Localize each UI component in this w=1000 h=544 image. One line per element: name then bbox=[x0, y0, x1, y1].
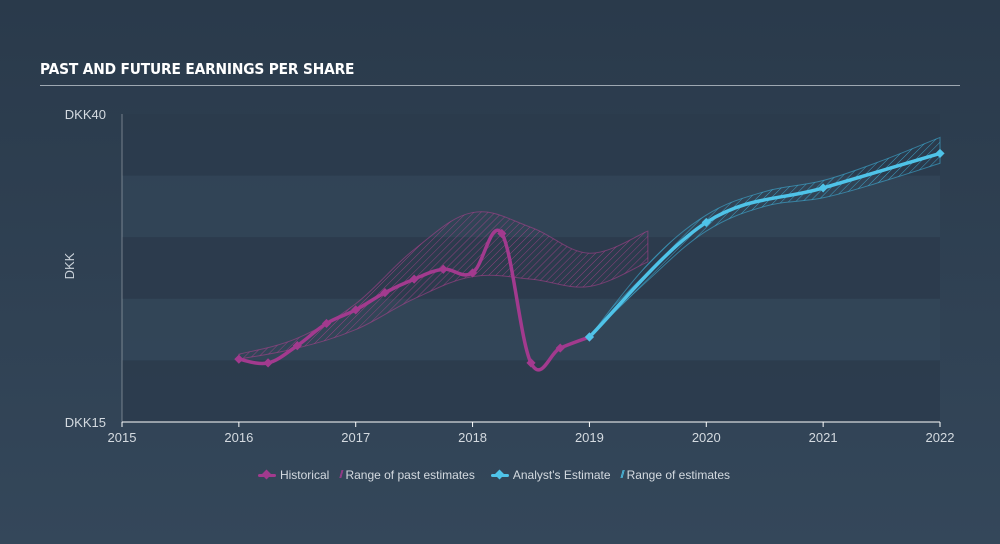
historical-point bbox=[526, 358, 536, 368]
legend-historical-label: Historical bbox=[279, 468, 330, 482]
chart-title: PAST AND FUTURE EARNINGS PER SHARE bbox=[40, 60, 355, 78]
x-tick-label: 2015 bbox=[108, 430, 137, 445]
legend: Historical // Range of past estimates An… bbox=[0, 468, 1000, 482]
historical-point bbox=[321, 318, 332, 329]
legend-past-range[interactable]: // Range of past estimates bbox=[339, 468, 475, 482]
x-tick-label: 2016 bbox=[224, 430, 253, 445]
y-tick-label-bottom: DKK15 bbox=[65, 415, 106, 430]
historical-point bbox=[409, 274, 419, 284]
analyst-estimate-line bbox=[587, 151, 942, 339]
tick-labels: 2015 2016 2017 2018 2019 2020 2021 2022 DKK40 DKK… bbox=[62, 107, 954, 445]
estimate-point bbox=[701, 217, 711, 228]
x-tick-label: 2020 bbox=[692, 430, 721, 445]
legend-future-range-label: Range of estimates bbox=[626, 468, 731, 482]
legend-past-range-label: Range of past estimates bbox=[345, 468, 475, 482]
legend-historical[interactable]: Historical bbox=[257, 468, 330, 482]
legend-estimate[interactable]: Analyst's Estimate bbox=[490, 468, 611, 482]
historical-point bbox=[234, 354, 244, 364]
series-markers bbox=[234, 148, 945, 368]
x-tick-label: 2017 bbox=[341, 430, 370, 445]
legend-estimate-label: Analyst's Estimate bbox=[512, 468, 611, 482]
x-tick-label: 2022 bbox=[926, 430, 955, 445]
x-tick-label: 2019 bbox=[575, 430, 604, 445]
legend-historical-swatch bbox=[257, 469, 276, 480]
axes bbox=[121, 114, 940, 423]
historical-point bbox=[438, 264, 448, 274]
estimate-point bbox=[584, 332, 595, 342]
y-axis-label: DKK bbox=[62, 252, 77, 279]
grid-band bbox=[122, 360, 940, 422]
plot-background-bands bbox=[122, 114, 940, 422]
historical-point bbox=[263, 358, 273, 368]
legend-past-range-swatch: // bbox=[339, 469, 343, 481]
historical-point bbox=[467, 268, 478, 278]
legend-future-range-swatch: // bbox=[620, 469, 625, 481]
x-tick-label: 2021 bbox=[809, 430, 838, 445]
legend-future-range[interactable]: // Range of estimates bbox=[621, 468, 731, 482]
historical-point bbox=[380, 288, 390, 298]
y-tick-label-top: DKK40 bbox=[65, 107, 106, 122]
estimate-point bbox=[818, 183, 828, 193]
x-tick-label: 2018 bbox=[458, 430, 487, 445]
historical-point bbox=[292, 341, 302, 351]
historical-point bbox=[497, 228, 507, 239]
estimate-point bbox=[935, 148, 945, 159]
legend-estimate-swatch bbox=[490, 469, 509, 480]
title-divider bbox=[40, 85, 960, 86]
past-estimate-range-band bbox=[238, 211, 649, 360]
historical-point bbox=[351, 305, 361, 315]
grid-band bbox=[122, 114, 940, 176]
historical-point bbox=[555, 343, 565, 353]
grid-band bbox=[122, 298, 940, 361]
